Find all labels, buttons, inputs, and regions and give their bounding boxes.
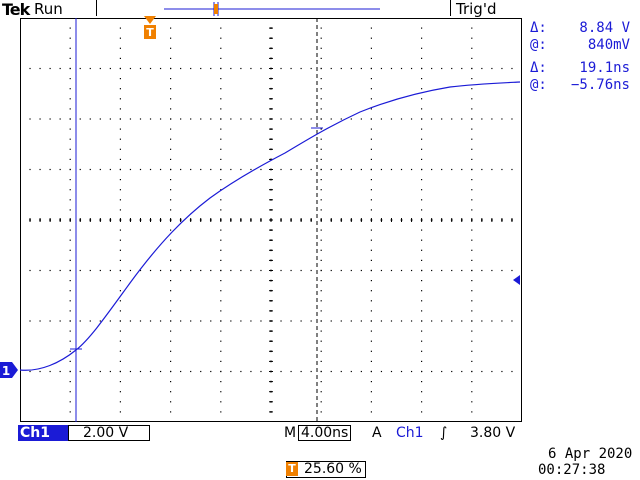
time-label: 00:27:38 [538, 462, 606, 478]
volts-per-division[interactable]: 2.00 V [68, 425, 150, 441]
channel-1-label[interactable]: Ch1 [18, 425, 68, 441]
acquisition-status: Run [34, 0, 63, 18]
trigger-mode: A [372, 425, 382, 441]
svg-text:1: 1 [2, 364, 10, 378]
trigger-level[interactable]: 3.80 V [470, 425, 516, 441]
channel-1-trace [20, 81, 521, 371]
voltage-at-readout: @: 840mV [530, 37, 630, 53]
trigger-status: Trig'd [456, 0, 497, 18]
svg-text:T: T [146, 26, 154, 39]
voltage-delta-readout: Δ: 8.84 V [530, 20, 630, 36]
channel-1-marker[interactable]: 1 [0, 361, 20, 379]
divider [450, 0, 451, 16]
trigger-position-marker-icon: T [286, 462, 298, 476]
waveform-display[interactable] [20, 18, 522, 422]
time-at-readout: @: −5.76ns [530, 77, 630, 93]
timebase-prefix: M [284, 425, 297, 441]
date-label: 6 Apr 2020 [548, 446, 633, 462]
trigger-level-marker[interactable] [513, 275, 520, 285]
trigger-slope-icon[interactable]: ∫ [440, 425, 448, 441]
brand-logo: Tek [2, 0, 30, 19]
record-position-indicator [164, 2, 380, 16]
time-delta-readout: Δ: 19.1ns [530, 60, 630, 76]
trigger-channel[interactable]: Ch1 [396, 425, 424, 441]
graticule [20, 18, 513, 413]
timebase-value[interactable]: 4.00ns [298, 425, 352, 441]
divider [96, 0, 97, 16]
trigger-position-icon[interactable]: T [142, 14, 158, 42]
trigger-position-percent: 25.60 % [304, 461, 362, 477]
status-bar: Tek Run Trig'd [0, 0, 640, 19]
